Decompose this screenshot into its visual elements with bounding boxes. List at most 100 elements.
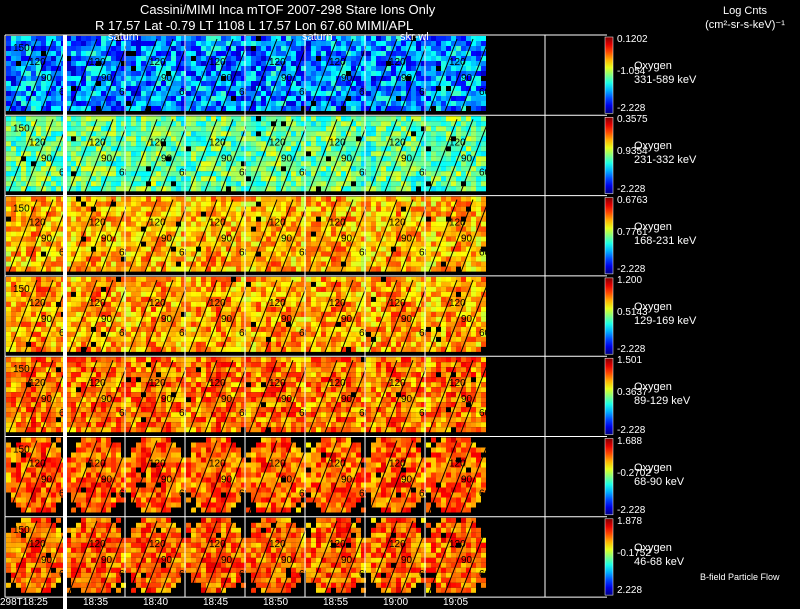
species-energy-label: Oxygen 129-169 keV <box>634 300 696 328</box>
frame-image <box>186 357 250 433</box>
frame-image <box>366 196 430 273</box>
contour-label: 150 <box>13 204 30 215</box>
contour-label: 90 <box>41 73 53 84</box>
contour-label: 90 <box>401 73 413 84</box>
contour-label: 120 <box>149 459 166 470</box>
frame-image <box>66 517 130 594</box>
colorbar-min-label: -2.228 <box>617 344 646 356</box>
frame-image <box>306 357 370 433</box>
legend-unit: (cm²-sr-s-keV)⁻¹ <box>705 19 785 31</box>
colorbar-min-label: 2.228 <box>617 585 643 597</box>
contour-label: 120 <box>449 378 466 389</box>
contour-label: 90 <box>401 314 413 325</box>
contour-label: 120 <box>29 298 46 309</box>
colorbar-mid-label: 0.9354 <box>617 146 648 158</box>
contour-label: 120 <box>329 539 346 550</box>
contour-label: 120 <box>209 218 226 229</box>
energy-range: 68-90 keV <box>634 475 685 488</box>
time-tick-label: 18:45 <box>203 597 229 608</box>
contour-label: 90 <box>221 314 233 325</box>
time-tick-label: 18:50 <box>263 597 289 608</box>
contour-label: 120 <box>269 137 286 148</box>
frame-image <box>306 116 370 192</box>
contour-label: 60 <box>479 328 491 339</box>
contour-label: 90 <box>221 234 233 245</box>
contour-label: 90 <box>101 475 113 486</box>
frame-image <box>366 116 430 192</box>
contour-label: 90 <box>281 73 293 84</box>
contour-label: 90 <box>281 234 293 245</box>
frame-image <box>426 276 490 353</box>
contour-label: 120 <box>149 218 166 229</box>
contour-label: 120 <box>89 57 106 68</box>
frame-image <box>366 276 430 353</box>
frame-image <box>126 517 190 594</box>
contour-label: 90 <box>101 234 113 245</box>
contour-label: 150 <box>13 123 30 134</box>
time-tick-label: 19:00 <box>383 597 409 608</box>
contour-label: 120 <box>29 137 46 148</box>
contour-label: 120 <box>269 218 286 229</box>
contour-label: 120 <box>449 57 466 68</box>
colorbar <box>604 357 614 435</box>
colorbar-max-label: 0.3575 <box>617 114 648 126</box>
contour-label: 90 <box>461 153 473 164</box>
contour-label: 90 <box>161 234 173 245</box>
contour-label: 90 <box>161 153 173 164</box>
frame-image <box>186 36 250 112</box>
page-title: Cassini/MIMI Inca mTOF 2007-298 Stare Io… <box>140 2 436 17</box>
contour-label: 90 <box>401 394 413 405</box>
frame-image <box>246 116 310 192</box>
contour-label: 90 <box>401 153 413 164</box>
contour-label: 120 <box>29 378 46 389</box>
colorbar-mid-label: 0.3637 <box>617 387 648 399</box>
contour-label: 90 <box>221 555 233 566</box>
species-name: Oxygen <box>634 140 672 153</box>
frame-image <box>186 116 250 192</box>
contour-label: 120 <box>89 218 106 229</box>
contour-label: 120 <box>269 298 286 309</box>
time-tick-label: 18:40 <box>143 597 169 608</box>
contour-label: 60 <box>479 167 491 178</box>
contour-label: 150 <box>13 43 30 54</box>
contour-label: 120 <box>449 459 466 470</box>
contour-label: 120 <box>389 218 406 229</box>
colorbar <box>604 277 614 355</box>
colorbar <box>604 36 614 114</box>
contour-label: 120 <box>149 298 166 309</box>
colorbar-mid-label: -0.1752 <box>617 547 651 559</box>
contour-label: 90 <box>341 394 353 405</box>
frame-image <box>426 357 490 433</box>
colorbar-max-label: 1.688 <box>617 435 643 447</box>
contour-label: 90 <box>341 314 353 325</box>
contour-label: 90 <box>401 555 413 566</box>
contour-label: 120 <box>389 57 406 68</box>
contour-label: 90 <box>461 73 473 84</box>
frame-image <box>6 357 70 433</box>
image-tag: saturn <box>108 31 139 43</box>
colorbar-max-label: 0.1202 <box>617 34 648 45</box>
frame-image <box>366 36 430 112</box>
energy-range: 231-332 keV <box>634 154 697 167</box>
frame-image <box>426 437 490 513</box>
contour-label: 60 <box>479 489 491 500</box>
contour-label: 90 <box>161 555 173 566</box>
frame-image <box>426 517 490 594</box>
colorbar-min-label: -2.228 <box>617 183 646 195</box>
contour-label: 120 <box>149 57 166 68</box>
colorbar-max-label: 1.200 <box>617 274 643 286</box>
contour-label: 120 <box>149 539 166 550</box>
contour-label: 120 <box>389 539 406 550</box>
contour-label: 120 <box>209 539 226 550</box>
contour-label: 90 <box>101 314 113 325</box>
frame-image <box>186 196 250 273</box>
contour-label: 120 <box>269 57 286 68</box>
contour-label: 150 <box>13 445 30 456</box>
contour-label: 120 <box>329 218 346 229</box>
contour-label: 90 <box>341 555 353 566</box>
colorbar-max-label: 1.501 <box>617 355 643 367</box>
frame-image <box>426 36 490 112</box>
image-tag: saturn <box>302 31 333 43</box>
contour-label: 120 <box>389 137 406 148</box>
